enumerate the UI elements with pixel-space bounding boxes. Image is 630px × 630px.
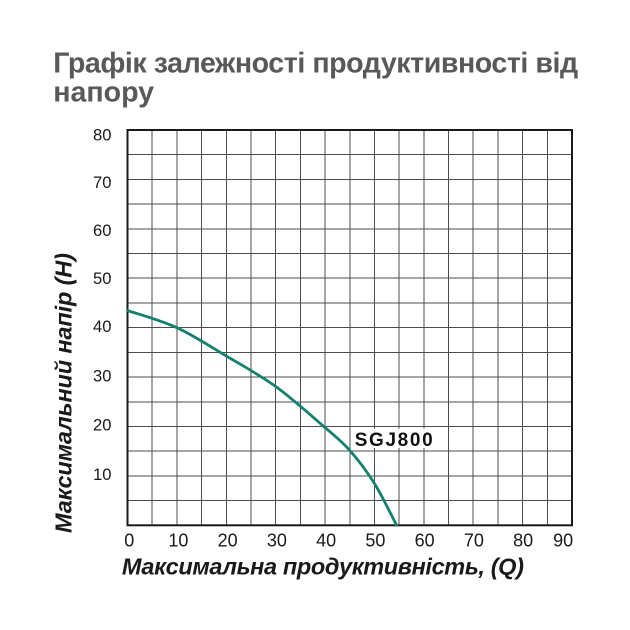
svg-text:80: 80: [93, 125, 111, 144]
svg-text:80: 80: [513, 531, 533, 551]
svg-text:50: 50: [93, 269, 111, 288]
svg-text:90: 90: [553, 531, 573, 551]
svg-text:40: 40: [93, 317, 111, 336]
svg-text:70: 70: [464, 531, 484, 551]
svg-text:напору: напору: [53, 77, 154, 109]
svg-text:Графік залежності продуктивнос: Графік залежності продуктивності від: [53, 48, 578, 80]
svg-text:0: 0: [124, 531, 134, 551]
svg-text:40: 40: [316, 531, 336, 551]
svg-text:SGJ800: SGJ800: [355, 430, 433, 451]
svg-text:30: 30: [267, 531, 287, 551]
svg-text:60: 60: [415, 531, 435, 551]
svg-text:10: 10: [168, 531, 188, 551]
svg-text:10: 10: [93, 465, 111, 484]
svg-text:20: 20: [218, 531, 238, 551]
svg-text:50: 50: [365, 531, 385, 551]
svg-text:30: 30: [93, 366, 111, 385]
svg-text:Максимальний напір (H): Максимальний напір (H): [51, 253, 77, 533]
svg-text:60: 60: [93, 221, 111, 240]
svg-text:20: 20: [93, 416, 111, 435]
svg-text:Максимальна продуктивність, (Q: Максимальна продуктивність, (Q): [122, 553, 524, 579]
svg-text:70: 70: [93, 173, 111, 192]
